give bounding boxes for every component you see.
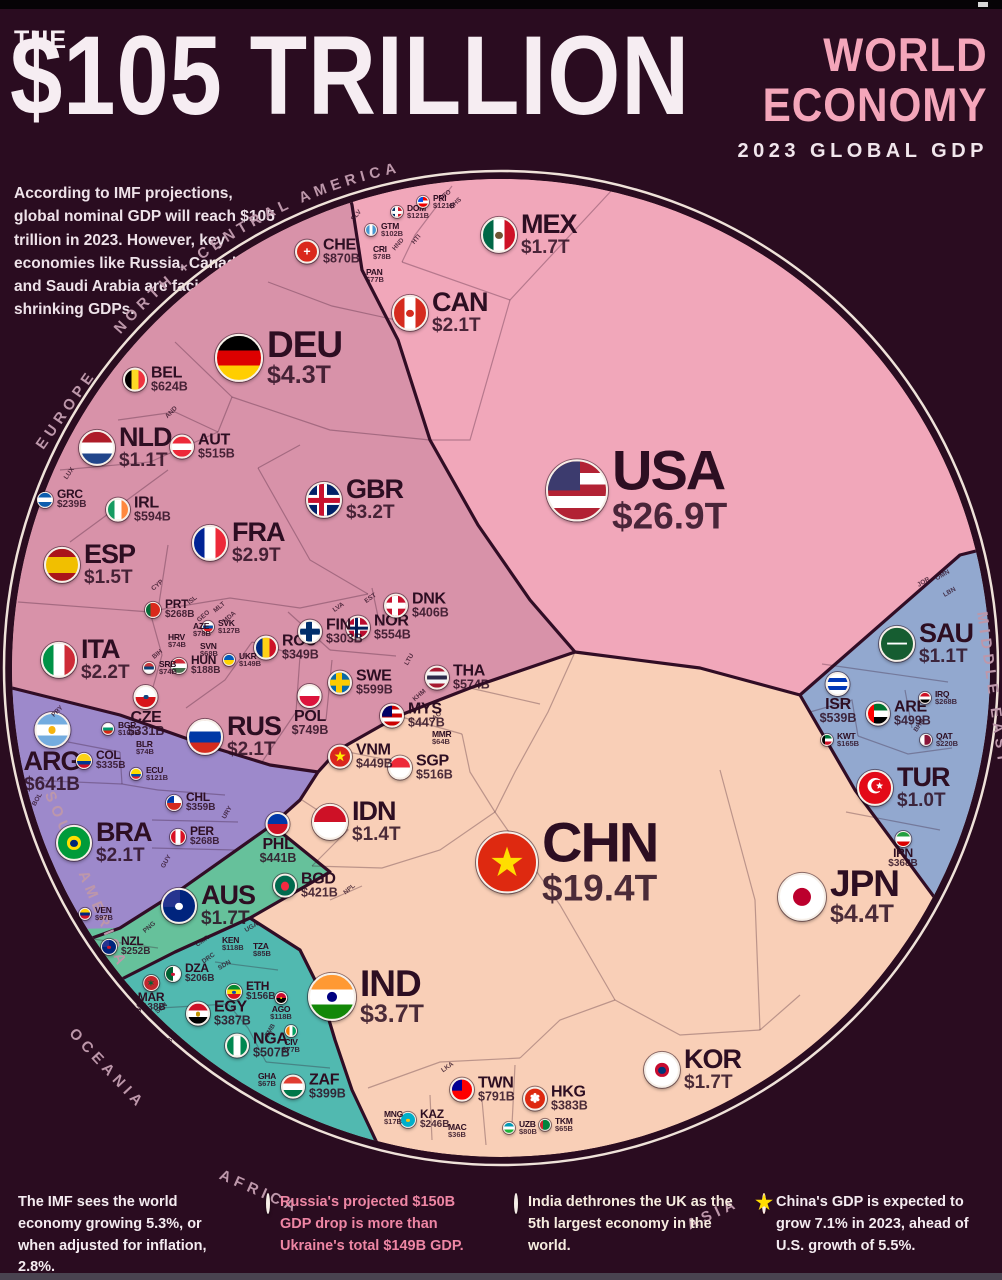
tagline: 2023 GLOBAL GDP	[737, 139, 988, 162]
top-strip	[0, 0, 1002, 9]
note-russia: Russia's projected $150B GDP drop is mor…	[266, 1192, 488, 1279]
china-flag-icon: ★	[755, 1193, 773, 1214]
russia-flag-icon	[266, 1193, 270, 1214]
china-flag-icon: ★	[755, 1193, 773, 1214]
russia-flag-icon	[266, 1193, 270, 1214]
subtitle-block: WORLD ECONOMY 2023 GLOBAL GDP	[737, 30, 988, 163]
main-title: $105 TRILLION	[10, 13, 691, 138]
top-strip-tick	[978, 2, 988, 7]
outer-ring	[2, 169, 1000, 1167]
region-africa	[60, 918, 385, 1157]
note-imf: The IMF sees the world economy growing 5…	[18, 1194, 207, 1276]
india-flag-icon	[514, 1193, 518, 1214]
region-middle-east	[800, 540, 990, 905]
india-flag-icon	[514, 1193, 518, 1214]
bottom-strip	[0, 1273, 1002, 1280]
subtitle-world: WORLD	[823, 28, 988, 81]
note-india: India dethrones the UK as the 5th larges…	[514, 1192, 736, 1279]
arc-label-oceania: OCEANIA	[66, 1025, 149, 1113]
subtitle-economy: ECONOMY	[763, 77, 988, 131]
footer-notes: The IMF sees the world economy growing 5…	[0, 1192, 1002, 1279]
country-cell-borders	[17, 185, 953, 1146]
note-china: ★ China's GDP is expected to grow 7.1% i…	[755, 1192, 984, 1279]
title-kicker: THE	[14, 26, 67, 54]
intro-paragraph: According to IMF projections, global nom…	[14, 185, 275, 319]
